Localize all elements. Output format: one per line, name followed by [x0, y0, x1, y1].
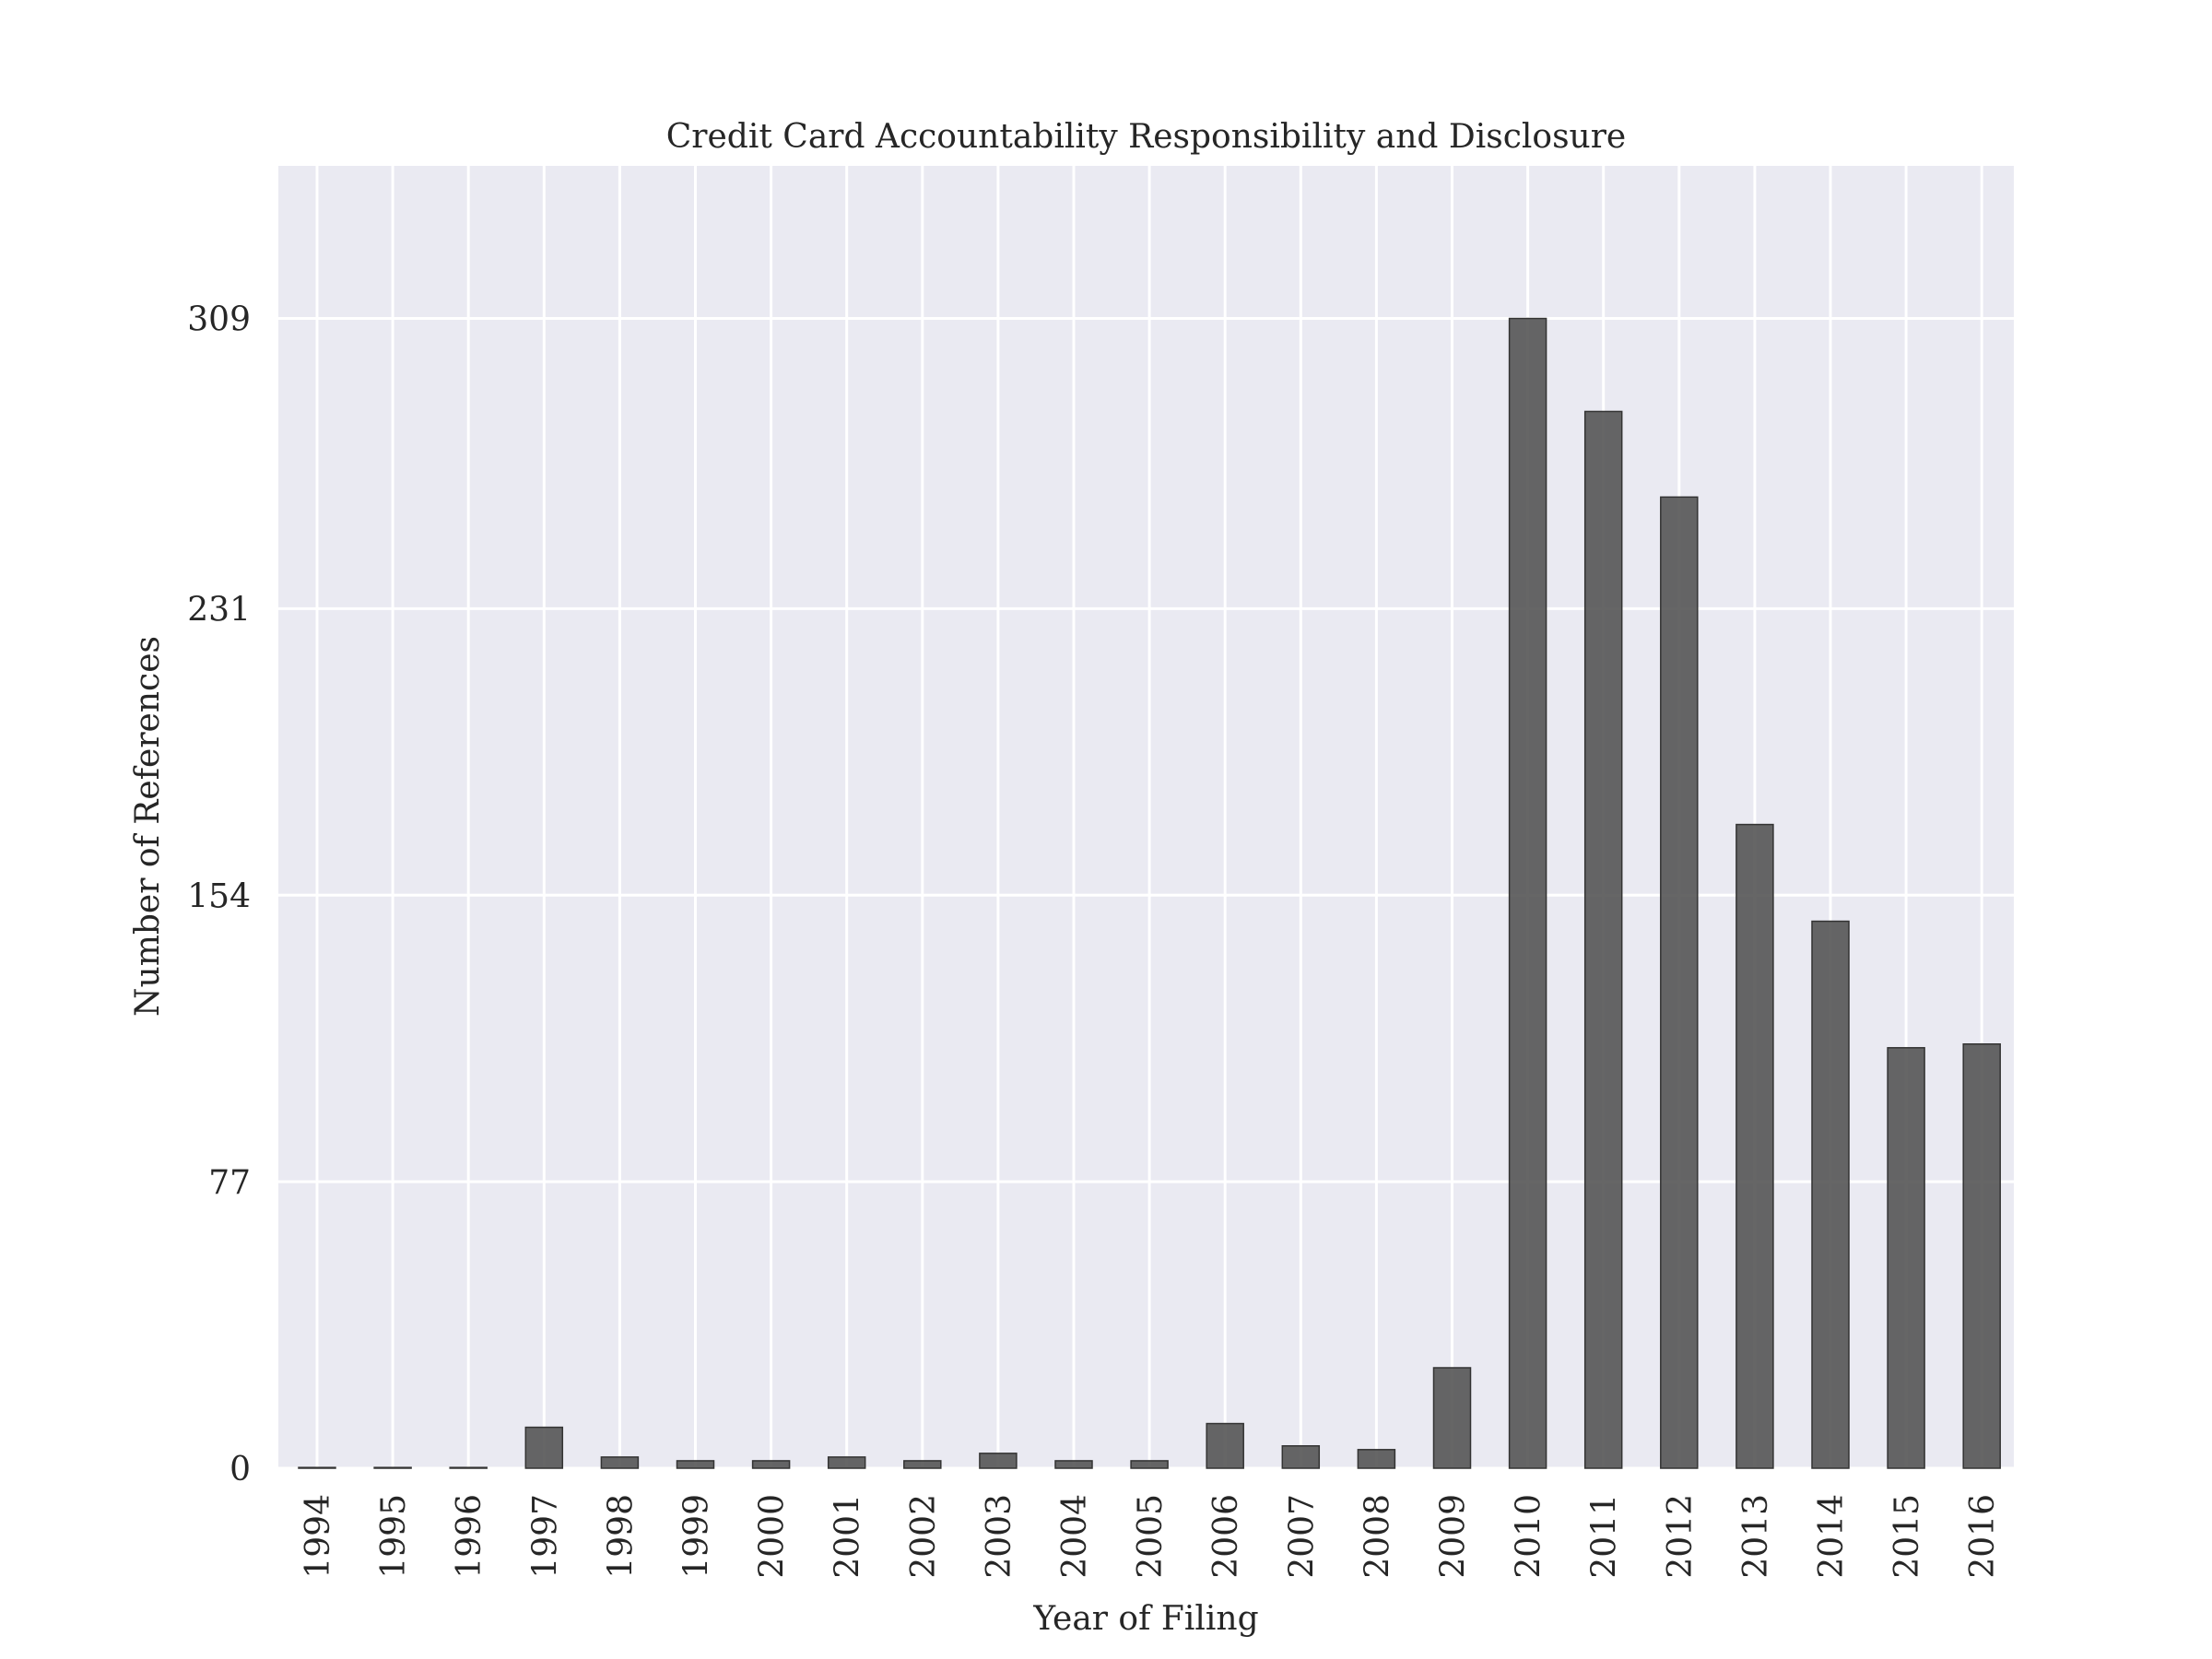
bar-2007: [1281, 1445, 1321, 1469]
bar-1999: [676, 1460, 715, 1469]
x-tick-label: 2013: [1737, 1494, 1775, 1579]
y-tick-label: 77: [208, 1164, 251, 1202]
x-tick-label: 1999: [678, 1494, 716, 1579]
bar-2015: [1887, 1047, 1925, 1469]
x-tick-label: 1998: [602, 1494, 640, 1579]
y-axis-label: Number of References: [129, 636, 167, 1017]
bar-2003: [979, 1453, 1018, 1469]
plot-area: [278, 166, 2014, 1468]
x-tick-label: 2012: [1662, 1494, 1700, 1579]
x-tick-label: 2015: [1888, 1494, 1926, 1579]
bar-1995: [373, 1466, 412, 1469]
x-tick-label: 2004: [1056, 1494, 1094, 1579]
x-tick-labels: 1994 1995 1996 1997 1998 1999 2000 2001 2002 2003…: [300, 1494, 2002, 1579]
bar-1996: [449, 1466, 488, 1469]
bar-2009: [1432, 1367, 1472, 1469]
bar-2001: [827, 1456, 866, 1469]
x-tick-label: 2002: [905, 1494, 943, 1579]
bar-2005: [1130, 1460, 1169, 1469]
bar-1998: [600, 1456, 640, 1469]
bar-2011: [1583, 410, 1623, 1469]
x-tick-label: 2014: [1813, 1494, 1851, 1579]
bar-2006: [1206, 1422, 1244, 1469]
y-tick-label: 0: [229, 1451, 251, 1488]
bar-2010: [1508, 317, 1547, 1469]
x-tick-label: 1995: [375, 1494, 413, 1579]
x-tick-label: 2006: [1207, 1494, 1245, 1579]
bar-2014: [1811, 920, 1850, 1469]
chart-title: Credit Card Accountability Responsibilit…: [666, 118, 1627, 156]
x-tick-label: 1994: [300, 1494, 337, 1579]
y-tick-labels: 0 77 154 231 309: [187, 301, 251, 1488]
x-tick-label: 2003: [981, 1494, 1018, 1579]
x-tick-label: 2007: [1283, 1494, 1321, 1579]
x-tick-label: 2009: [1435, 1494, 1473, 1579]
bar-1994: [298, 1466, 336, 1469]
bar-2008: [1357, 1449, 1396, 1469]
y-tick-label: 309: [187, 301, 251, 339]
bar-2012: [1660, 496, 1699, 1469]
x-tick-label: 2001: [830, 1494, 867, 1579]
x-tick-label: 2011: [1586, 1494, 1624, 1579]
bar-2016: [1962, 1043, 2001, 1469]
y-tick-label: 231: [187, 591, 251, 629]
bar-2000: [751, 1460, 791, 1469]
x-tick-label: 1997: [526, 1494, 564, 1579]
x-tick-label: 2010: [1511, 1494, 1548, 1579]
bar-2004: [1054, 1460, 1093, 1469]
bars: [298, 317, 2001, 1469]
bar-1997: [524, 1426, 564, 1469]
y-tick-label: 154: [187, 877, 251, 915]
x-tick-label: 2016: [1964, 1494, 2002, 1579]
bar-2013: [1735, 823, 1774, 1469]
x-tick-label: 2005: [1132, 1494, 1170, 1579]
x-axis-label: Year of Filing: [1032, 1600, 1258, 1638]
x-tick-label: 1996: [451, 1494, 488, 1579]
x-tick-label: 2000: [754, 1494, 792, 1579]
x-tick-label: 2008: [1359, 1494, 1396, 1579]
bar-2002: [903, 1460, 942, 1469]
